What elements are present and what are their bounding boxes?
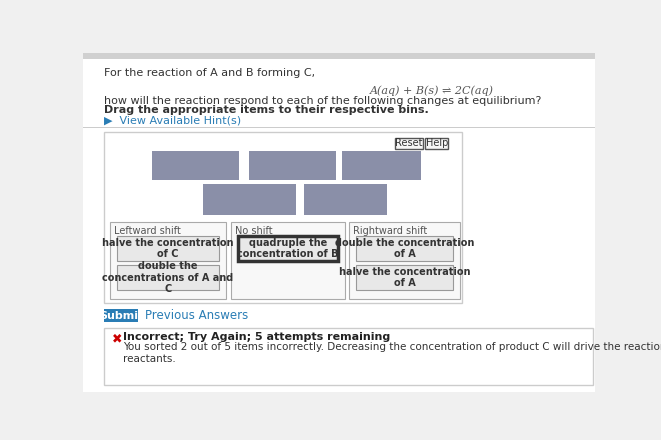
Text: Submit: Submit <box>99 311 143 321</box>
Bar <box>104 132 463 303</box>
Text: Previous Answers: Previous Answers <box>145 309 248 322</box>
Text: how will the reaction respond to each of the following changes at equilibrium?: how will the reaction respond to each of… <box>104 96 542 106</box>
Bar <box>104 309 138 322</box>
Bar <box>104 328 592 385</box>
Text: A(aq) + B(s) ⇌ 2C(aq): A(aq) + B(s) ⇌ 2C(aq) <box>369 85 493 96</box>
Text: For the reaction of A and B forming C,: For the reaction of A and B forming C, <box>104 68 315 78</box>
Text: halve the concentration
of C: halve the concentration of C <box>102 238 233 259</box>
Text: quadruple the
concentration of B: quadruple the concentration of B <box>237 238 338 259</box>
Bar <box>356 236 453 260</box>
Text: You sorted 2 out of 5 items incorrectly. Decreasing the concentration of product: You sorted 2 out of 5 items incorrectly.… <box>123 342 661 364</box>
Text: Rightward shift: Rightward shift <box>353 226 428 236</box>
Text: double the
concentrations of A and
C: double the concentrations of A and C <box>102 261 233 294</box>
Bar <box>117 265 219 290</box>
Text: ▶  View Available Hint(s): ▶ View Available Hint(s) <box>104 115 241 125</box>
Bar <box>425 137 448 149</box>
Bar <box>395 137 423 149</box>
Text: No shift: No shift <box>235 226 272 236</box>
Bar <box>83 53 595 59</box>
Bar <box>117 236 219 260</box>
Bar <box>231 222 345 299</box>
Bar <box>303 184 387 215</box>
Bar <box>110 222 226 299</box>
Text: Drag the appropriate items to their respective bins.: Drag the appropriate items to their resp… <box>104 105 429 115</box>
Text: Incorrect; Try Again; 5 attempts remaining: Incorrect; Try Again; 5 attempts remaini… <box>123 332 390 342</box>
Text: double the concentration
of A: double the concentration of A <box>335 238 475 259</box>
Text: Help: Help <box>426 138 448 148</box>
Text: ✖: ✖ <box>112 332 122 345</box>
Bar <box>249 150 336 180</box>
Text: Leftward shift: Leftward shift <box>114 226 180 236</box>
Bar <box>153 150 239 180</box>
Bar <box>342 150 421 180</box>
Bar <box>356 265 453 290</box>
Bar <box>349 222 460 299</box>
Bar <box>203 184 295 215</box>
Text: Reset: Reset <box>395 138 422 148</box>
Text: halve the concentration
of A: halve the concentration of A <box>339 267 471 289</box>
Bar <box>237 236 338 260</box>
